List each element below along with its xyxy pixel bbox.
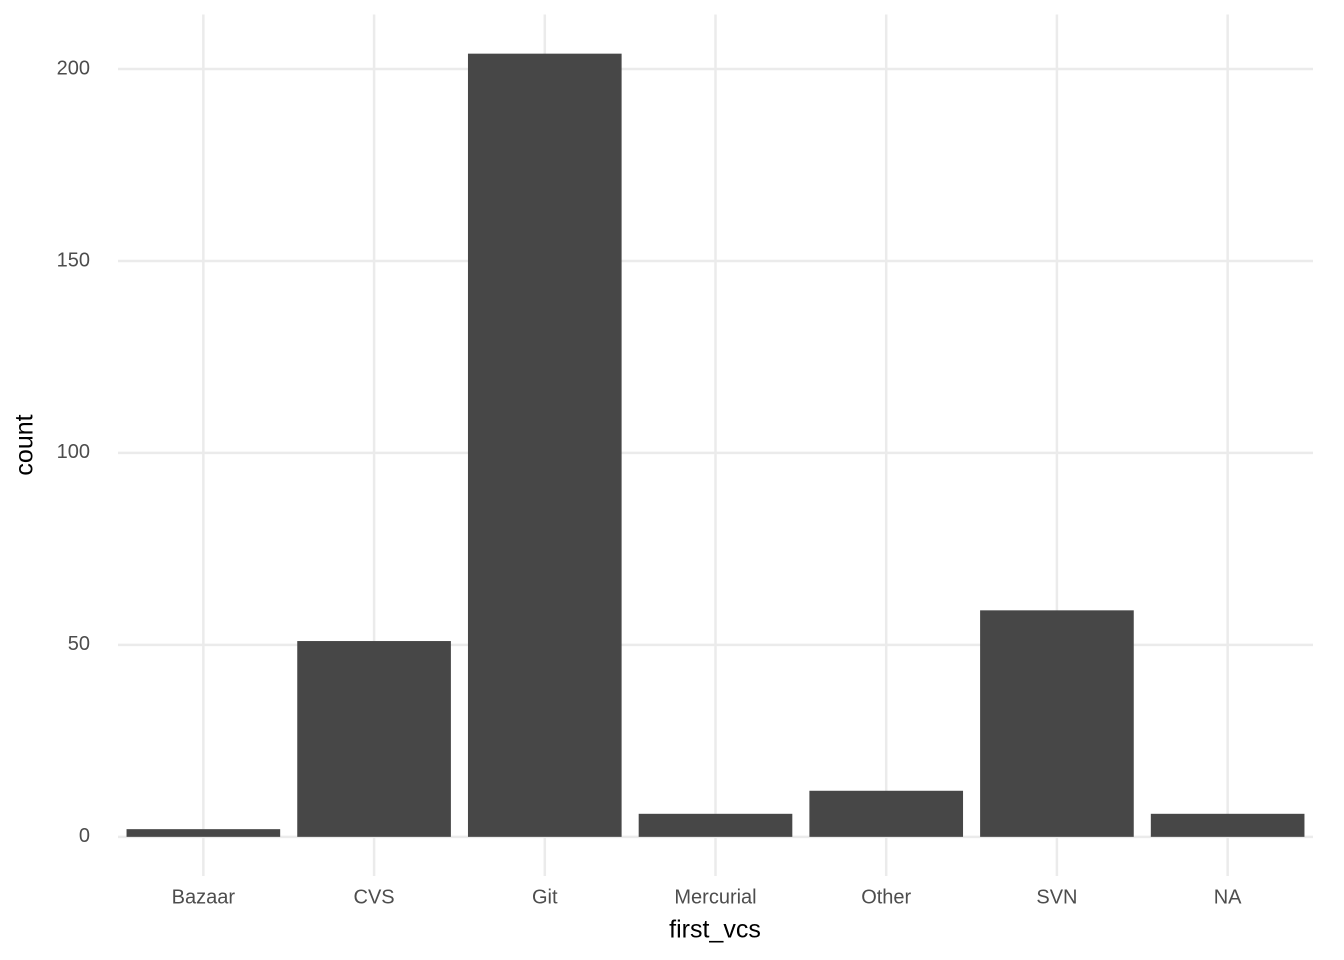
bar — [297, 641, 451, 837]
bar — [638, 813, 793, 837]
x-tick-label: Git — [532, 886, 558, 908]
x-axis-title: first_vcs — [669, 916, 761, 944]
bar — [1150, 813, 1305, 837]
bar — [467, 53, 622, 837]
bar — [126, 829, 281, 837]
bar — [980, 610, 1134, 837]
y-tick-label: 50 — [68, 633, 90, 655]
bar — [809, 790, 964, 837]
y-tick-label: 200 — [57, 57, 90, 79]
x-tick-label: Other — [861, 886, 911, 908]
y-axis-title: count — [11, 414, 39, 475]
y-tick-label: 150 — [57, 249, 90, 271]
y-tick-label: 100 — [57, 441, 90, 463]
x-tick-label: NA — [1214, 886, 1242, 908]
x-tick-label: SVN — [1036, 886, 1077, 908]
y-tick-label: 0 — [79, 825, 90, 847]
x-tick-label: Bazaar — [172, 886, 236, 908]
x-tick-label: CVS — [354, 886, 395, 908]
x-tick-label: Mercurial — [674, 886, 756, 908]
